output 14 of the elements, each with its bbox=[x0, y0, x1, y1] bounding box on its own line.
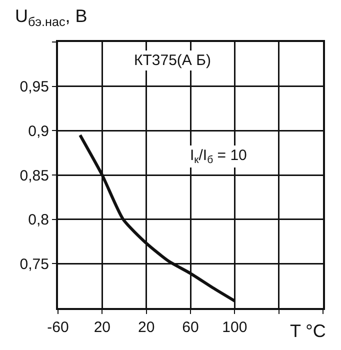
x-tick-label: 20 bbox=[138, 319, 155, 336]
y-axis-title: U$_{бэ.нас}$, В bbox=[15, 6, 88, 29]
x-axis-title: T °C bbox=[290, 321, 326, 341]
x-tick-label: 100 bbox=[222, 319, 248, 336]
x-tick-label: -60 bbox=[47, 319, 69, 336]
x-tick-label: 20 bbox=[94, 319, 111, 336]
annotation: I$_{к}$/I$_{б}$ = 10 bbox=[190, 147, 247, 166]
annotation: КТ375(А Б) bbox=[134, 52, 211, 69]
x-tick-label: 60 bbox=[182, 319, 199, 336]
y-tick-label: 0,75 bbox=[20, 256, 49, 273]
y-tick-label: 0,85 bbox=[20, 167, 49, 184]
y-tick-label: 0,9 bbox=[28, 122, 49, 140]
y-tick-label: 0,8 bbox=[28, 212, 49, 229]
y-tick-label: 0,95 bbox=[20, 78, 49, 96]
